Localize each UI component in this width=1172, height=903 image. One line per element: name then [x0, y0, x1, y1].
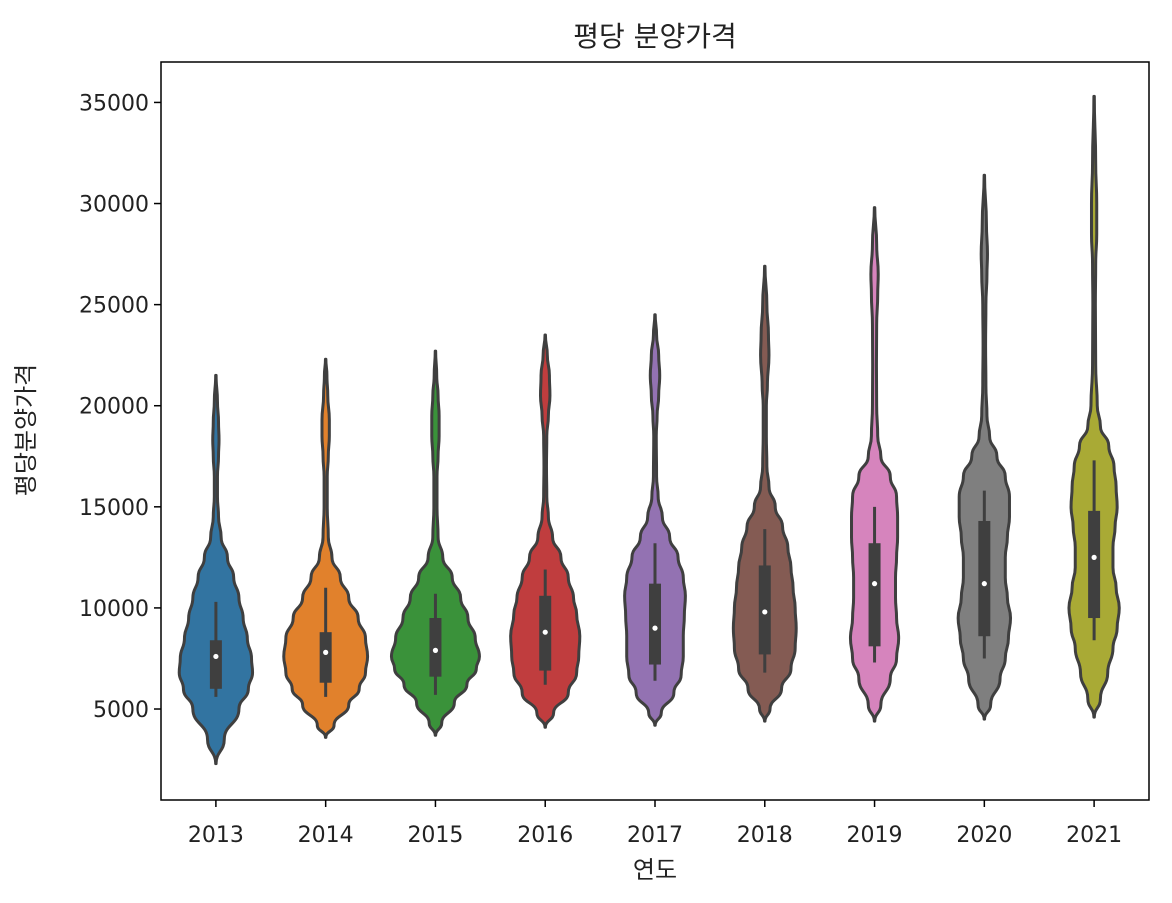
- violin-2018: [731, 264, 798, 723]
- iqr-box-2017: [649, 583, 661, 665]
- violin-2019: [848, 206, 901, 723]
- y-tick-label: 30000: [79, 193, 149, 218]
- violin-2014: [282, 357, 370, 739]
- y-tick-label: 15000: [79, 496, 149, 521]
- iqr-box-2021: [1088, 510, 1101, 619]
- median-point-2016: [542, 629, 548, 635]
- median-point-2015: [432, 647, 439, 653]
- median-point-2018: [762, 609, 768, 615]
- median-point-2019: [871, 581, 878, 587]
- violin-2015: [389, 349, 481, 737]
- median-point-2017: [652, 625, 658, 631]
- y-tick-label: 10000: [79, 597, 149, 622]
- y-tick-label: 20000: [79, 395, 149, 420]
- x-tick-label: 2015: [407, 823, 463, 848]
- x-axis: 2013 2014 2015 2016 2017 2018 2019 2020 2021: [188, 800, 1122, 848]
- y-tick-label: 35000: [79, 91, 149, 116]
- violin-2021: [1067, 94, 1121, 719]
- median-point-2014: [323, 649, 329, 656]
- x-tick-label: 2017: [627, 823, 683, 848]
- y-axis-label: 평당분양가격: [12, 364, 40, 496]
- violin-2013: [177, 373, 255, 766]
- x-axis-label: 연도: [633, 856, 677, 884]
- iqr-box-2014: [319, 632, 332, 683]
- median-point-2021: [1091, 554, 1097, 560]
- y-axis: 5000 10000 15000 20000 25000 30000 35000: [79, 91, 161, 723]
- boxplot-layer: [209, 460, 1101, 697]
- chart-title: 평당 분양가격: [573, 20, 736, 53]
- x-tick-label: 2014: [298, 823, 354, 848]
- median-point-2013: [213, 653, 219, 660]
- violin-2017: [623, 313, 687, 727]
- violin-2020: [956, 173, 1013, 721]
- x-tick-label: 2021: [1066, 823, 1122, 848]
- x-tick-label: 2013: [188, 823, 244, 848]
- iqr-box-2019: [868, 543, 881, 647]
- y-tick-label: 5000: [93, 698, 149, 723]
- y-tick-label: 25000: [79, 294, 149, 319]
- x-tick-label: 2019: [847, 823, 903, 848]
- iqr-box-2020: [978, 520, 991, 637]
- iqr-box-2015: [429, 618, 442, 677]
- x-tick-label: 2018: [737, 823, 793, 848]
- iqr-box-2013: [209, 640, 222, 689]
- violin-2016: [509, 333, 582, 729]
- x-tick-label: 2020: [956, 823, 1012, 848]
- x-tick-label: 2016: [517, 823, 573, 848]
- violins-layer: [177, 94, 1121, 766]
- median-point-2020: [981, 581, 987, 587]
